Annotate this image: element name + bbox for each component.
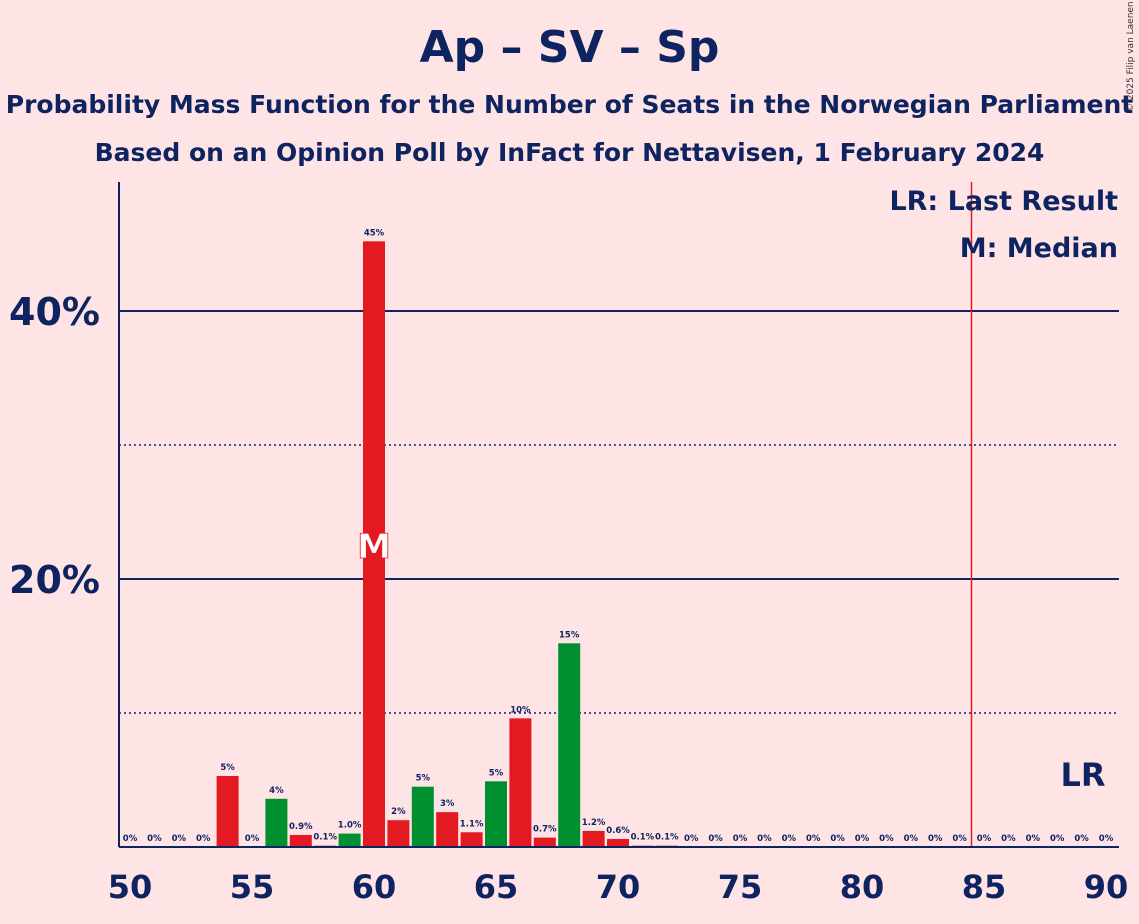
bar-value-label: 0% (708, 834, 723, 844)
bar-value-label: 5% (489, 768, 504, 778)
bar-value-label: 5% (416, 774, 431, 784)
x-tick-label: 65 (474, 868, 519, 906)
bar (387, 820, 410, 847)
x-tick-label: 75 (718, 868, 763, 906)
bar-value-label: 0% (123, 834, 138, 844)
x-tick-label: 90 (1084, 868, 1129, 906)
bar-value-label: 1.1% (460, 819, 484, 829)
bar (582, 830, 605, 847)
bar (460, 832, 483, 847)
legend-median: M: Median (960, 233, 1118, 264)
bar-value-label: 0.9% (289, 822, 313, 832)
bar-value-label: 0% (1026, 834, 1041, 844)
bar-value-label: 0.1% (655, 833, 679, 843)
bar (338, 833, 361, 847)
bar-value-label: 45% (364, 228, 385, 238)
bar (485, 781, 507, 847)
chart-subtitle: Probability Mass Function for the Number… (5, 90, 1134, 119)
chart-source-line: Based on an Opinion Poll by InFact for N… (94, 138, 1045, 167)
bar-value-label: 0% (733, 834, 748, 844)
x-tick-label: 60 (352, 868, 397, 906)
bar-value-label: 1.2% (582, 818, 606, 828)
bar-value-label: 0% (977, 834, 992, 844)
bar-value-label: 0% (879, 834, 894, 844)
bar-value-label: 1.0% (338, 821, 362, 831)
bar-value-label: 0% (684, 834, 699, 844)
bar-value-label: 10% (510, 705, 531, 715)
bar-value-label: 0% (1050, 834, 1065, 844)
bar-value-label: 5% (220, 763, 235, 773)
bar (289, 834, 312, 847)
bar-value-label: 0.1% (313, 833, 337, 843)
bar-value-label: 2% (391, 807, 406, 817)
bar (558, 643, 581, 847)
bar-value-label: 0% (830, 834, 845, 844)
x-tick-label: 50 (108, 868, 153, 906)
bar (533, 837, 556, 847)
bar (265, 798, 288, 847)
bar-value-label: 0.7% (533, 825, 557, 835)
bar-value-label: 4% (269, 786, 284, 796)
bar-value-label: 0% (928, 834, 943, 844)
bar-value-label: 0% (172, 834, 187, 844)
median-marker: M (357, 527, 391, 567)
bar-value-label: 0% (245, 834, 260, 844)
bar (436, 812, 459, 847)
bar (363, 241, 385, 847)
bar-value-label: 15% (559, 630, 580, 640)
bar-value-label: 0% (147, 834, 162, 844)
bar-value-label: 0% (1074, 834, 1089, 844)
bar-value-label: 0.1% (631, 833, 655, 843)
bar-value-label: 0% (855, 834, 870, 844)
y-tick-label: 40% (9, 290, 100, 334)
bar-value-label: 0% (782, 834, 797, 844)
bar-value-label: 0% (806, 834, 821, 844)
x-tick-label: 70 (596, 868, 641, 906)
legend-last-result: LR: Last Result (889, 186, 1118, 217)
y-tick-label: 20% (9, 558, 100, 602)
bar-value-label: 0% (904, 834, 919, 844)
bar-value-label: 0% (1001, 834, 1016, 844)
bar (216, 775, 239, 847)
bar (509, 718, 532, 847)
x-tick-label: 80 (840, 868, 885, 906)
bar-value-label: 0% (952, 834, 967, 844)
bar (411, 786, 434, 847)
x-tick-label: 85 (962, 868, 1007, 906)
bar-value-label: 0% (196, 834, 211, 844)
chart-title: Ap – SV – Sp (419, 22, 720, 73)
x-tick-label: 55 (230, 868, 275, 906)
bar-value-label: 3% (440, 799, 455, 809)
bar-value-label: 0% (757, 834, 772, 844)
last-result-marker: LR (1060, 756, 1105, 794)
bar-value-label: 0.6% (606, 826, 630, 836)
bar-value-label: 0% (1099, 834, 1114, 844)
bar (607, 838, 629, 847)
